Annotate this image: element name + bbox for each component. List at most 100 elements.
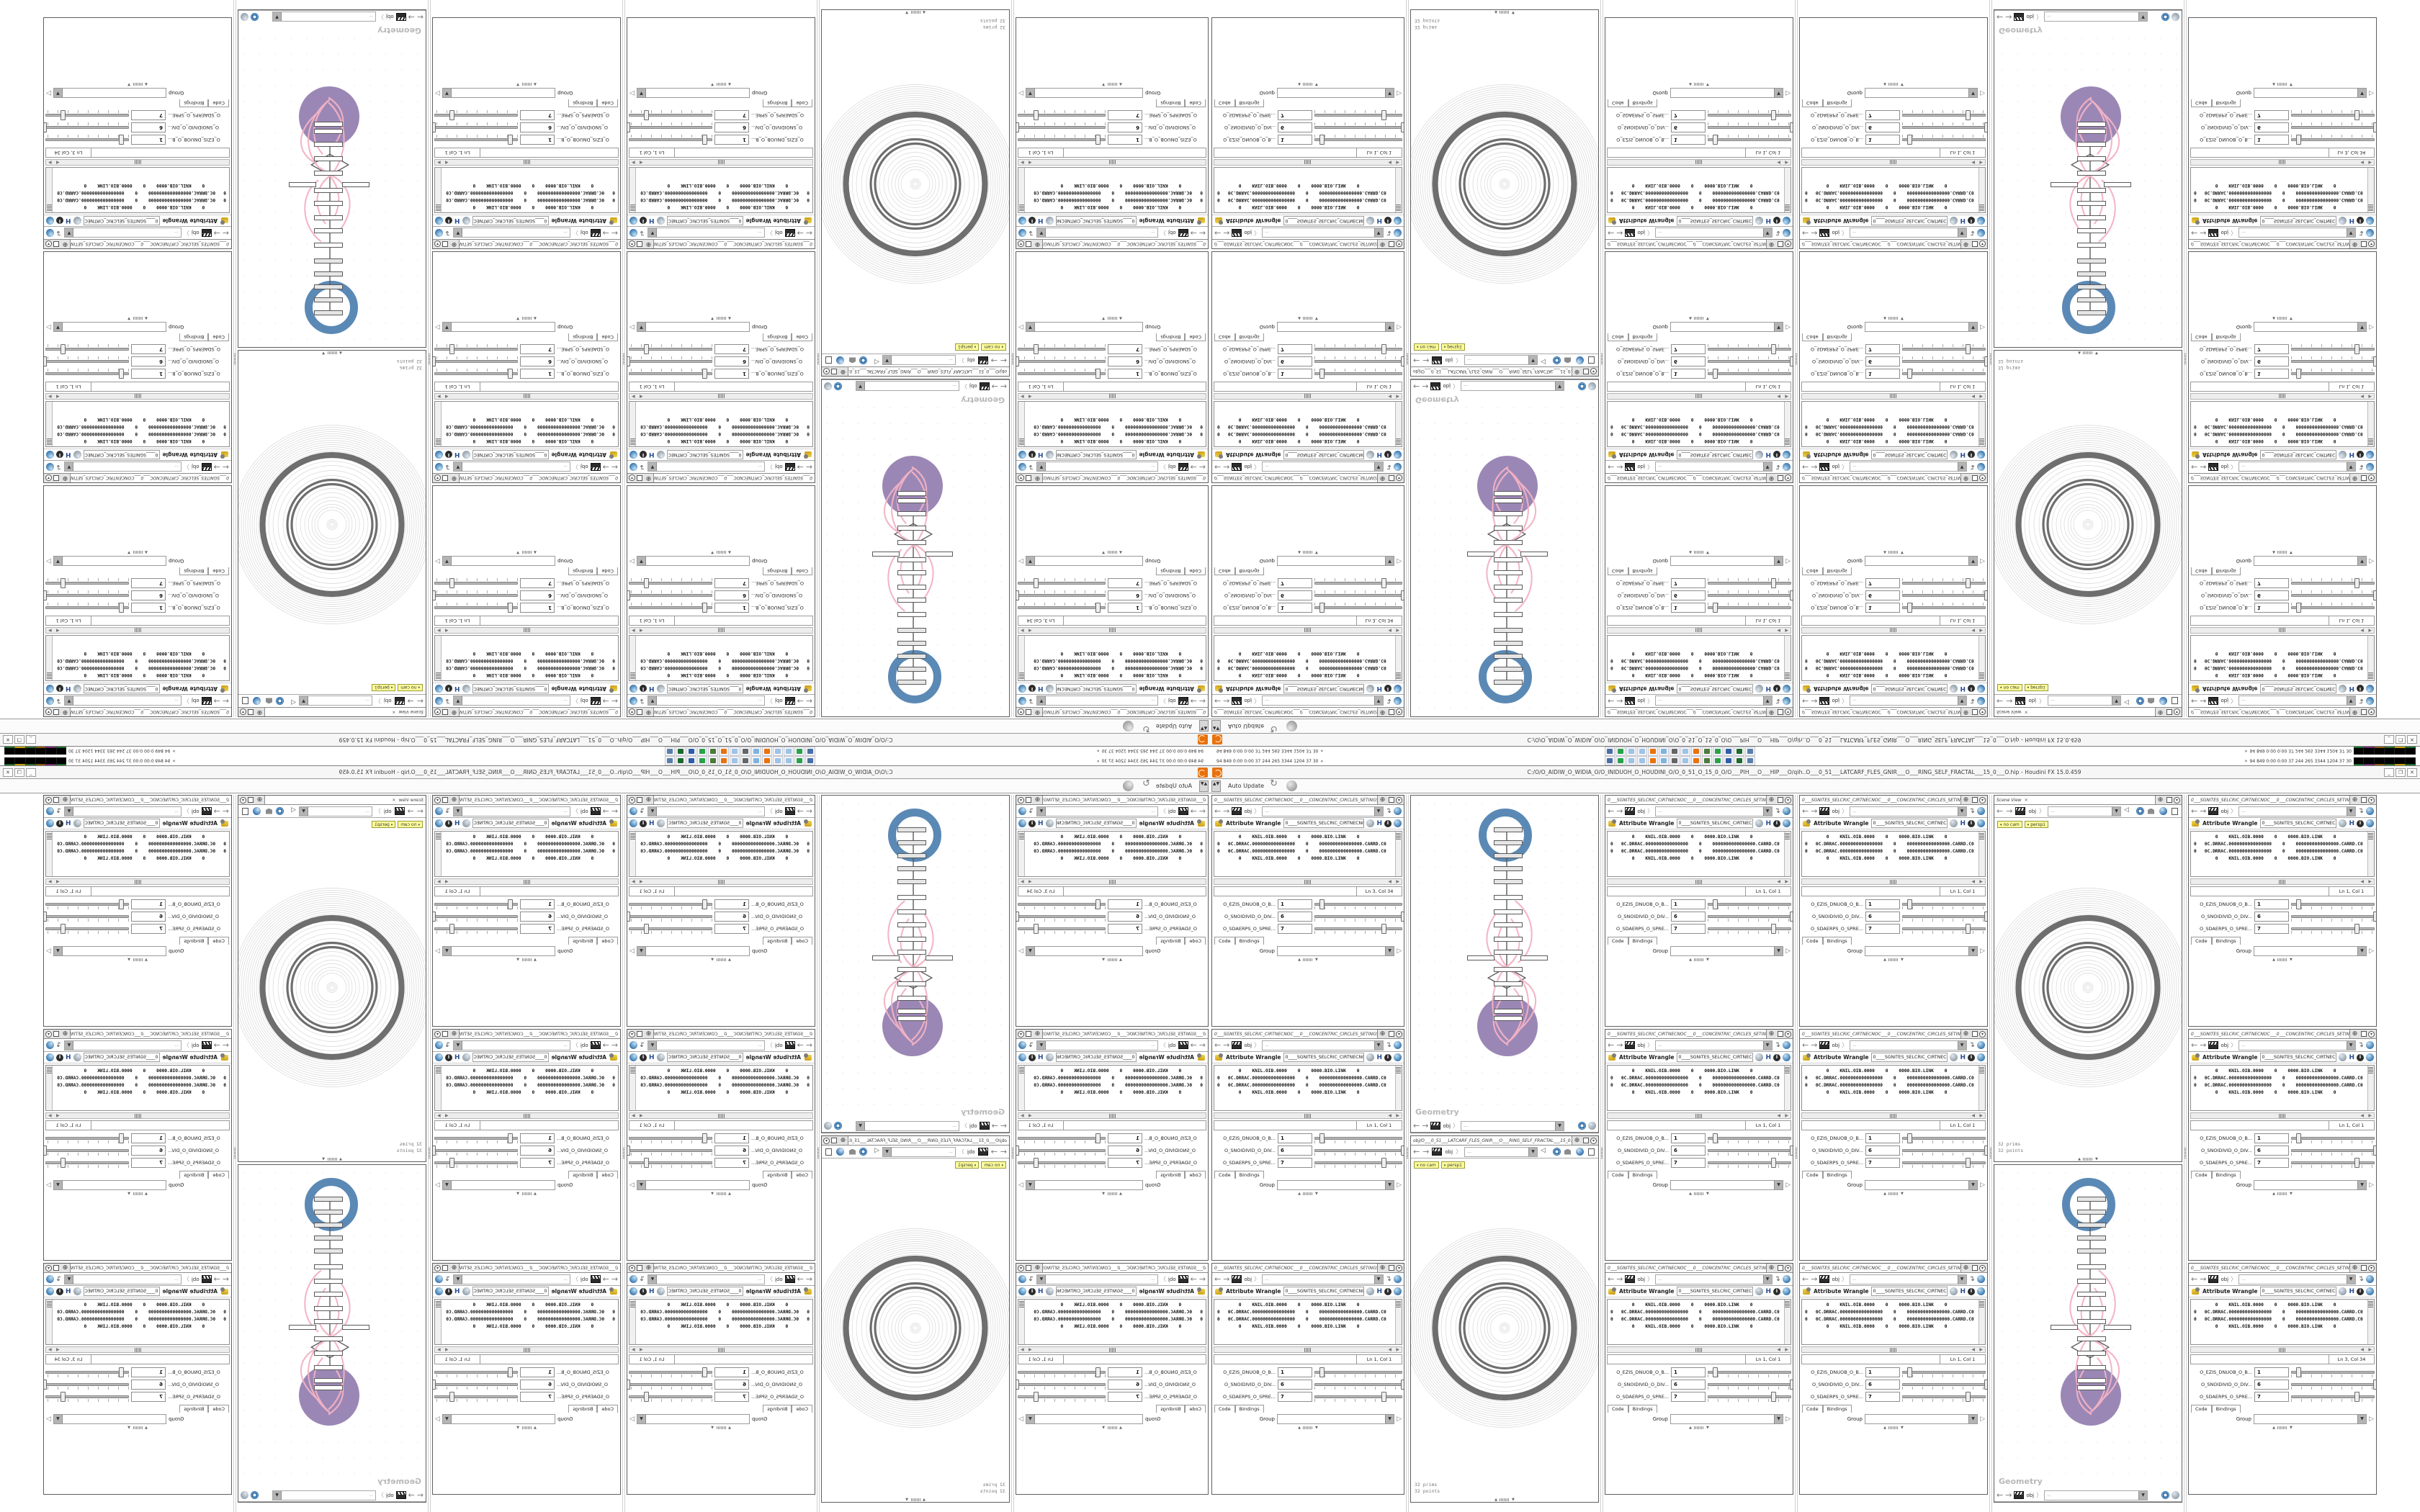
gear-icon[interactable] — [1755, 1053, 1764, 1061]
forward-arrow-icon[interactable]: → — [1223, 1040, 1230, 1050]
vex-code-editor[interactable]: 0 KNIL.OIB.0000 0 0000.BIO.LINK 0 0 0C.D… — [629, 635, 813, 681]
parameter-value-input[interactable]: 1 — [1671, 899, 1706, 909]
vex-code-editor[interactable]: 0 KNIL.OIB.0000 0 0000.BIO.LINK 0 0 0C.D… — [2190, 635, 2375, 681]
slider-knob[interactable] — [1906, 1367, 1912, 1377]
back-arrow-icon[interactable]: ← — [1413, 382, 1420, 391]
parameter-value-input[interactable]: 1 — [2254, 1367, 2289, 1377]
scroll-right-arrow-icon[interactable]: ▶ — [48, 628, 52, 633]
splitter-up-icon[interactable]: ▲ — [1689, 550, 1692, 554]
taskbar-item-phone-app[interactable] — [1659, 747, 1669, 756]
parameter-value-input[interactable]: 6 — [1671, 1379, 1706, 1390]
splitter-down-icon[interactable]: ▼ — [2290, 82, 2293, 86]
pin-icon[interactable]: ↴ — [1028, 229, 1035, 237]
parameter-value-input[interactable]: 6 — [714, 1379, 749, 1390]
path-dropdown-icon[interactable]: ▼ — [1037, 462, 1047, 472]
badge-viewport[interactable]: persp1 — [955, 343, 980, 351]
group-pick-icon[interactable]: ▷ — [1397, 1182, 1402, 1189]
parameter-slider[interactable] — [2291, 369, 2375, 379]
parameter-slider[interactable] — [1708, 344, 1791, 355]
network-node-left[interactable] — [2051, 182, 2078, 187]
group-dropdown-icon[interactable]: ▼ — [2357, 1415, 2367, 1423]
splitter-down-icon[interactable]: ▼ — [1102, 316, 1105, 320]
network-node[interactable] — [1494, 641, 1523, 646]
parameter-value-input[interactable]: 7 — [2254, 1157, 2289, 1168]
splitter-down-icon[interactable]: ▼ — [905, 1498, 908, 1502]
pin-icon[interactable]: ↴ — [56, 697, 63, 705]
pane-menu-icon[interactable]: ▾ — [1396, 1030, 1402, 1038]
parameter-value-input[interactable]: 6 — [1278, 590, 1312, 601]
pin-icon[interactable]: ↴ — [445, 1041, 452, 1049]
slider-knob[interactable] — [1789, 1145, 1793, 1156]
splitter-down-icon[interactable]: ▼ — [2290, 316, 2293, 320]
forward-arrow-icon[interactable]: → — [797, 1040, 804, 1050]
group-pick-icon[interactable]: ▷ — [1980, 1416, 1985, 1423]
node-name-input[interactable]: 0____SGNITES_SELCRIC_CIRTNECNOC____0____… — [472, 819, 550, 828]
group-input[interactable]: ▼ — [2254, 1414, 2367, 1424]
network-node[interactable] — [2077, 122, 2106, 127]
help-icon[interactable] — [1394, 819, 1402, 827]
scroll-right-arrow-icon[interactable]: ▶ — [1785, 1113, 1788, 1118]
network-node[interactable] — [2077, 228, 2106, 233]
network-node[interactable] — [314, 1306, 343, 1311]
path-input[interactable]: ... ▼ — [2238, 228, 2356, 238]
slider-knob[interactable] — [1789, 1379, 1793, 1390]
parameter-value-input[interactable]: 6 — [1108, 590, 1142, 601]
splitter-down-icon[interactable]: ▼ — [1706, 550, 1709, 554]
slider-knob[interactable] — [1712, 135, 1718, 145]
info-icon[interactable]: i — [640, 217, 647, 225]
network-node[interactable] — [1494, 1009, 1523, 1014]
code-scrollbar-vertical[interactable] — [629, 636, 636, 680]
target-icon[interactable] — [251, 13, 259, 21]
badge-camera[interactable]: no cam — [398, 684, 423, 691]
path-dropdown-icon[interactable]: ▼ — [454, 1040, 463, 1050]
tab-add-button[interactable]: ⊕ — [2350, 796, 2360, 804]
network-node[interactable] — [897, 680, 926, 685]
code-scrollbar-horizontal[interactable]: ◀ ▶ — [629, 1346, 813, 1353]
slider-knob[interactable] — [1381, 923, 1386, 934]
group-input[interactable]: ▼ — [1865, 946, 1978, 956]
help-blue-ball-icon[interactable] — [1394, 1041, 1402, 1049]
group-dropdown-icon[interactable]: ▼ — [442, 557, 452, 565]
parameter-slider[interactable] — [629, 899, 712, 909]
back-arrow-icon[interactable]: ← — [611, 806, 618, 816]
scroll-left-arrow-icon[interactable]: ◀ — [1971, 1113, 1975, 1118]
code-scrollbar-vertical[interactable] — [1018, 1066, 1025, 1110]
slider-knob[interactable] — [2295, 899, 2301, 909]
path-input[interactable]: ... ▼ — [647, 1274, 765, 1284]
gear-icon[interactable] — [462, 819, 470, 827]
tab-parameters[interactable]: 0___SGNITES_SELCRIC_CIRTNECNOC___0___CON… — [1212, 796, 1378, 804]
help-blue-ball-icon[interactable] — [46, 229, 54, 237]
tab-code[interactable]: Code — [208, 567, 229, 575]
code-scrollbar-vertical[interactable] — [2367, 636, 2374, 680]
maximize-pane-icon[interactable] — [637, 241, 642, 247]
cube-icon[interactable] — [2147, 697, 2156, 706]
column-splitter[interactable] — [622, 0, 625, 717]
slider-knob[interactable] — [1984, 911, 1987, 922]
tab-add-button[interactable]: ⊕ — [1033, 1030, 1042, 1038]
help-blue-ball-icon[interactable] — [1018, 807, 1026, 815]
group-pick-icon[interactable]: ▷ — [435, 323, 440, 330]
back-arrow-icon[interactable]: ← — [1802, 1040, 1809, 1050]
slider-knob[interactable] — [1016, 1379, 1020, 1390]
tab-parameters[interactable]: 0___SGNITES_SELCRIC_CIRTNECNOC___0___CON… — [1212, 1264, 1378, 1272]
node-name-input[interactable]: 0____SGNITES_SELCRIC_CIRTNECNOC____0____… — [1676, 1287, 1754, 1296]
maximize-pane-icon[interactable] — [2166, 709, 2172, 715]
tab-bindings[interactable]: Bindings — [2211, 937, 2241, 945]
network-node[interactable] — [897, 654, 926, 659]
gear-icon[interactable] — [1045, 1053, 1054, 1061]
parameter-slider[interactable] — [1902, 1391, 1986, 1402]
scroll-left-arrow-icon[interactable]: ◀ — [56, 628, 60, 633]
taskbar-item-phone-app[interactable] — [751, 747, 761, 756]
scroll-right-arrow-icon[interactable]: ▶ — [1785, 394, 1788, 399]
help-icon[interactable] — [2366, 217, 2374, 225]
forward-arrow-icon[interactable]: → — [2200, 462, 2207, 472]
parameter-slider[interactable] — [1018, 1133, 1106, 1143]
parameter-slider[interactable] — [1902, 1367, 1986, 1377]
path-input[interactable]: ... ▼ — [1262, 806, 1384, 816]
houdini-h-icon[interactable]: H — [1038, 819, 1044, 827]
forward-arrow-icon[interactable]: → — [1422, 1121, 1429, 1130]
tab-code[interactable]: Code — [597, 1171, 618, 1179]
code-scrollbar-vertical[interactable] — [435, 636, 442, 680]
group-input[interactable]: ▼ — [636, 946, 750, 956]
help-icon[interactable] — [1018, 1287, 1026, 1295]
